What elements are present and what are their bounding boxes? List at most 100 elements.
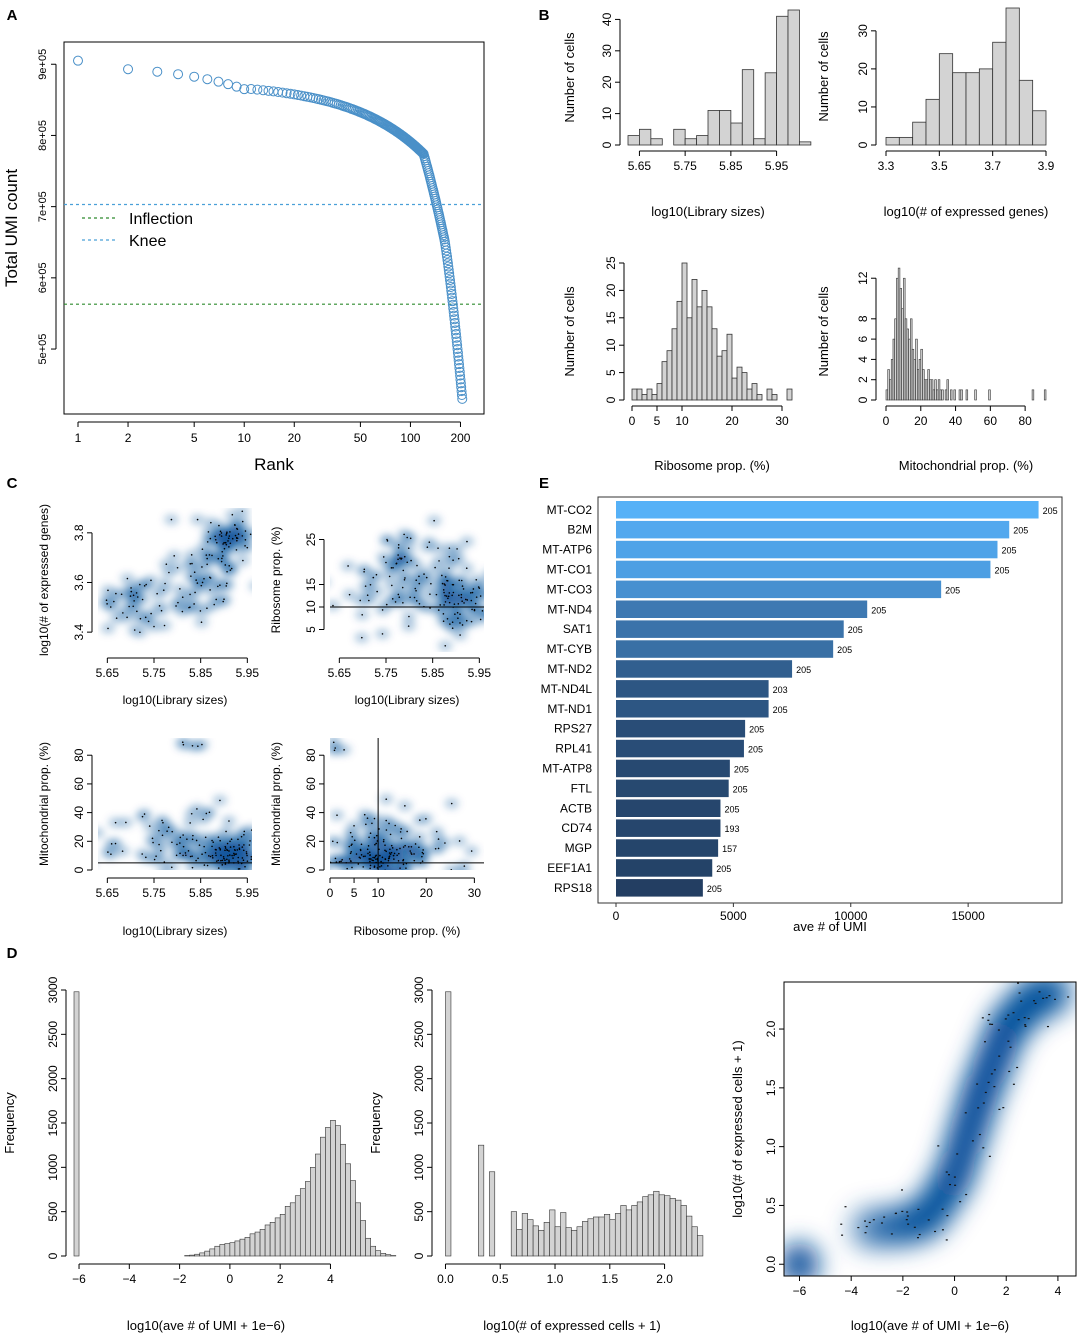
data-point — [207, 531, 210, 533]
data-point — [179, 836, 182, 839]
data-point — [222, 855, 225, 858]
density-blob — [287, 847, 301, 857]
bar-category-label: MT-CO3 — [547, 582, 593, 596]
rank-point — [455, 378, 466, 389]
data-point — [473, 608, 476, 611]
rank-point — [73, 55, 83, 66]
data-point — [109, 606, 112, 608]
outlier-point — [1002, 1107, 1005, 1109]
histogram-bar — [666, 350, 673, 401]
density-blob — [482, 613, 484, 620]
data-point — [246, 854, 248, 857]
data-point — [456, 611, 459, 614]
histogram-bar — [355, 1202, 361, 1257]
histogram-bar — [478, 1144, 485, 1257]
data-point — [441, 582, 444, 585]
data-point — [399, 831, 402, 833]
outlier-point — [864, 1232, 867, 1234]
outlier-point — [1046, 1025, 1049, 1028]
data-point — [231, 854, 233, 857]
data-point — [151, 837, 154, 840]
chart-E: MT-CO2 205 B2M 205 MT-ATP6 205 MT-CO1 205 MT-CO3… — [541, 496, 1063, 934]
data-point — [369, 832, 372, 835]
rank-point — [451, 332, 462, 343]
histogram-bar — [736, 366, 743, 401]
x-tick-label: 5.95 — [236, 666, 260, 680]
bar-count-label: 205 — [1013, 526, 1028, 536]
data-point — [241, 510, 244, 513]
data-point — [450, 802, 453, 805]
data-point — [166, 830, 168, 832]
data-point — [244, 545, 246, 547]
y-tick-label: 500 — [46, 1201, 60, 1221]
histogram-bar — [950, 389, 953, 401]
data-point — [230, 838, 233, 841]
data-point — [341, 858, 343, 861]
density-blob — [453, 866, 468, 870]
data-point — [185, 854, 187, 857]
data-point — [375, 834, 378, 837]
density-blur — [98, 738, 301, 870]
data-point — [402, 569, 405, 572]
x-tick-label: 20 — [725, 414, 739, 428]
density-blob — [311, 853, 325, 863]
data-point — [226, 842, 229, 845]
data-point — [231, 537, 234, 540]
data-point — [481, 610, 484, 612]
data-point — [391, 584, 393, 587]
data-point — [474, 602, 477, 605]
data-point — [489, 595, 491, 597]
data-point — [181, 610, 184, 613]
bar-count-label: 205 — [716, 864, 731, 874]
x-tick-label: 20 — [288, 431, 302, 445]
data-point — [388, 855, 391, 857]
x-tick-label: −6 — [72, 1272, 86, 1286]
data-point — [404, 844, 406, 847]
data-point — [225, 532, 228, 535]
outlier-point — [1007, 1040, 1010, 1042]
plot-frame — [63, 41, 485, 415]
histogram-bar — [676, 300, 683, 401]
histogram-bar — [799, 141, 812, 146]
data-point — [233, 852, 235, 855]
data-point — [435, 830, 438, 833]
data-point — [211, 854, 214, 857]
rank-point — [202, 74, 213, 85]
panel-label-C: C — [7, 475, 18, 492]
data-point — [182, 845, 185, 848]
data-point — [189, 822, 191, 824]
data-point — [437, 609, 440, 611]
data-point — [87, 861, 89, 863]
x-tick-label: 5.85 — [189, 886, 213, 900]
x-tick-label: 10000 — [834, 909, 868, 923]
data-point — [161, 834, 164, 837]
histogram-bar — [707, 110, 720, 146]
data-point — [398, 596, 401, 598]
outlier-point — [901, 1210, 904, 1213]
y-tick-label: 60 — [72, 777, 86, 791]
data-point — [145, 583, 147, 586]
outlier-point — [1054, 998, 1057, 1000]
x-tick-label: 30 — [468, 886, 482, 900]
outlier-point — [953, 1176, 956, 1178]
y-tick-label: 3.6 — [72, 574, 86, 591]
data-point — [394, 601, 397, 603]
data-point — [351, 843, 353, 846]
x-tick-label: 20 — [914, 414, 928, 428]
data-point — [410, 559, 412, 562]
density-blob — [98, 827, 105, 838]
histogram-bar — [642, 1196, 649, 1257]
data-point — [241, 846, 244, 848]
y-tick-label: 10 — [856, 100, 870, 114]
data-point — [444, 576, 447, 578]
data-point — [226, 858, 228, 861]
rank-point — [445, 275, 456, 286]
data-point — [334, 857, 337, 860]
data-point — [414, 843, 417, 845]
outlier-point — [1018, 992, 1021, 994]
density-blob — [254, 527, 268, 537]
bar-count-label: 205 — [734, 764, 749, 774]
data-point — [390, 567, 393, 569]
data-point — [248, 844, 251, 846]
data-point — [353, 839, 356, 842]
